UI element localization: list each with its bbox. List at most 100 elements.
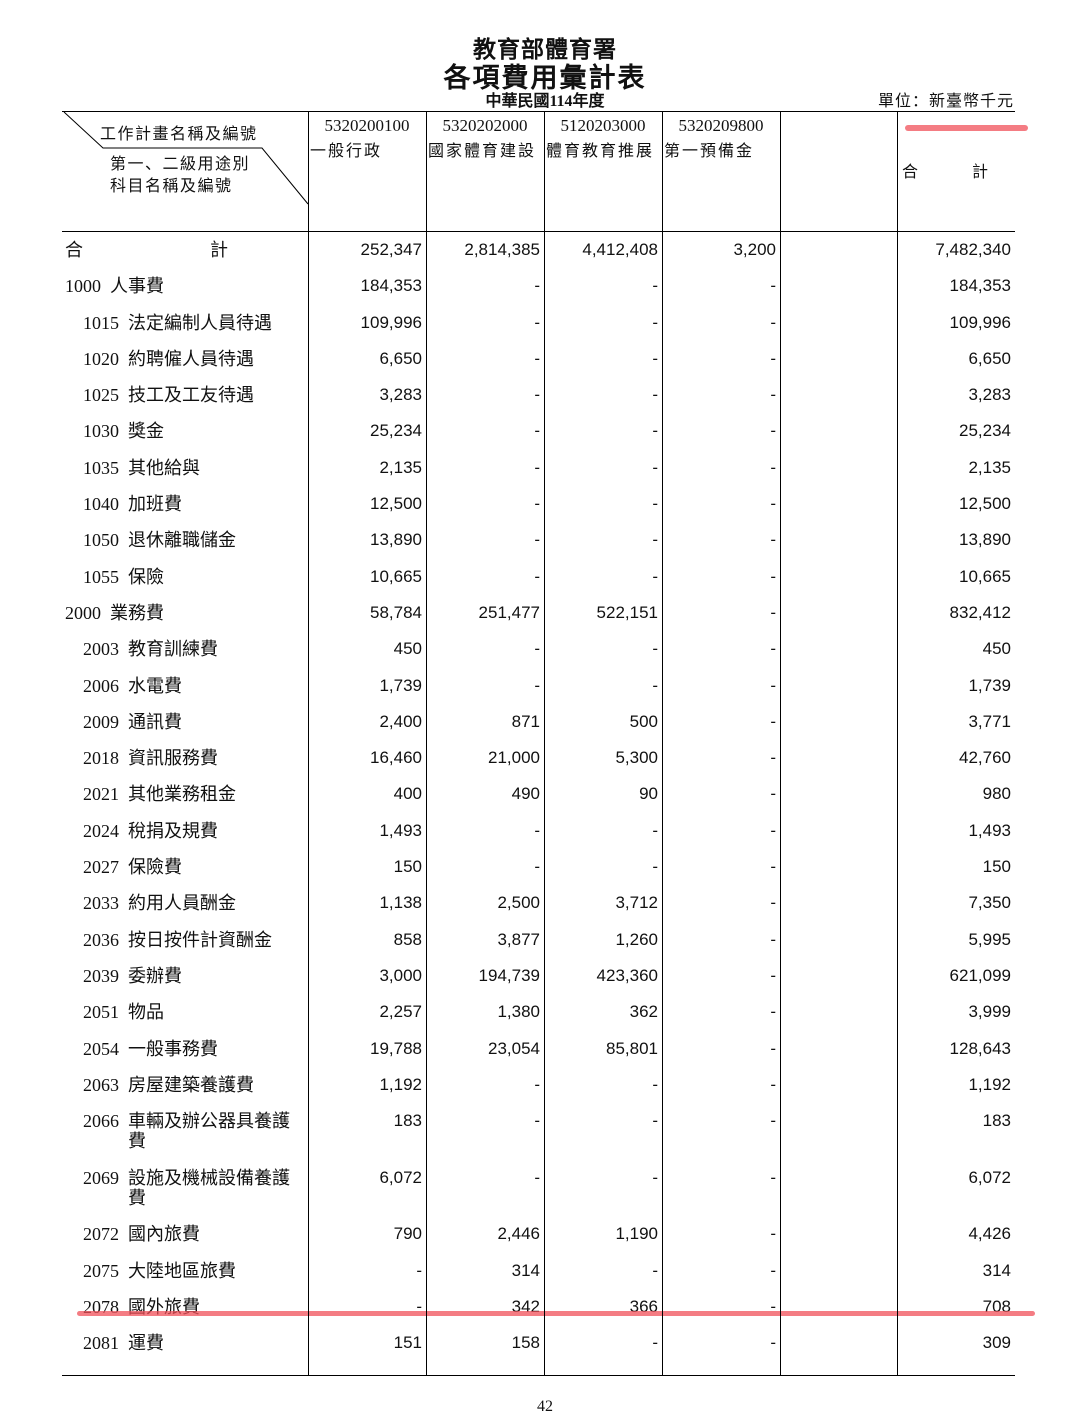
cell-value: 309 [982,1333,1011,1353]
cell-value: - [652,1111,658,1131]
cell-value: - [534,820,540,840]
row-code: 2033 [83,893,119,914]
cell-value: - [652,1260,658,1280]
row-code: 1020 [83,348,119,369]
row-code: 1030 [83,421,119,442]
row-name: 房屋建築養護費 [128,1075,298,1095]
cell-value: 6,072 [379,1167,422,1187]
cell-value: 858 [393,929,422,949]
cell-value: 2,135 [968,457,1011,477]
table-row: 1035 其他給與 2,135 - - - 2,135 [62,450,1015,486]
cell-value: 21,000 [488,748,540,768]
cell-value: - [534,530,540,550]
row-name: 大陸地區旅費 [128,1261,298,1281]
row-name-text: 物品 [128,1002,164,1023]
row-name-text: 稅捐及規費 [128,820,218,841]
cell-value: - [534,421,540,441]
table-row: 1040 加班費 12,500 - - - 12,500 [62,486,1015,522]
cell-value: 183 [982,1111,1011,1131]
cell-value: 314 [511,1260,540,1280]
cell-value: - [770,1074,776,1094]
row-name: 通訊費 [128,712,298,732]
table-row: 2003 教育訓練費 450 - - - 450 [62,631,1015,667]
cell-value: 1,380 [497,1002,540,1022]
row-code: 2024 [83,820,119,841]
row-name-text: 退休離職儲金 [128,530,236,551]
row-code: 2039 [83,965,119,986]
cell-value: 2,257 [379,1002,422,1022]
row-code: 1040 [83,494,119,515]
cell-value: 13,890 [370,530,422,550]
cell-value: 42,760 [959,748,1011,768]
cell-value: - [652,530,658,550]
cell-value: 5,300 [615,748,658,768]
table-row: 2051 物品 2,257 1,380 362 - 3,999 [62,994,1015,1030]
row-name-text: 法定編制人員待遇 [128,312,272,333]
cell-value: - [534,348,540,368]
cell-value: 25,234 [959,421,1011,441]
column-code: 5320209800 [678,116,764,135]
cell-value: - [770,1260,776,1280]
cell-value: 2,500 [497,893,540,913]
row-name: 委辦費 [128,966,298,986]
row-name: 退休離職儲金 [128,530,298,550]
row-name-text: 業務費 [110,602,164,623]
row-name-text: 房屋建築養護費 [128,1074,254,1095]
cell-value: 490 [511,784,540,804]
cell-value: 6,072 [968,1167,1011,1187]
row-name-text: 保險 [128,566,164,587]
cell-value: 2,135 [379,457,422,477]
cell-value: - [534,312,540,332]
cell-value: 2,814,385 [464,240,540,259]
page-number: 42 [537,1398,553,1415]
cell-value: - [652,857,658,877]
cell-value: 3,200 [733,240,776,259]
cell-value: 12,500 [959,494,1011,514]
cell-value: - [770,312,776,332]
cell-value: 423,360 [596,965,658,985]
cell-value: - [770,348,776,368]
column-rule [662,111,663,1375]
cell-value: - [652,421,658,441]
cell-value: - [652,675,658,695]
cell-value: - [770,965,776,985]
cell-value: - [770,602,776,622]
cell-value: - [770,494,776,514]
cell-value: - [770,857,776,877]
cell-value: 5,995 [968,929,1011,949]
cell-value: 128,643 [949,1038,1011,1058]
cell-value: - [652,1167,658,1187]
column-name: 一般行政 [310,143,383,160]
row-code: 2000 [65,602,101,623]
table-row: 2078 國外旅費 -342 366-708 [62,1289,1015,1325]
cell-value: - [652,385,658,405]
cell-value: 109,996 [949,312,1011,332]
org-title: 教育部體育署 [473,37,617,62]
row-name-text: 運費 [128,1333,164,1354]
table-row: 2072 國內旅費 790 2,446 1,190 - 4,426 [62,1216,1015,1252]
cell-value: 3,283 [968,385,1011,405]
row-name-text: 資訊服務費 [128,748,218,769]
row-name: 車輛及辦公器具養護費 [128,1111,298,1152]
row-name: 加班費 [128,494,298,514]
table-row: 合計 252,347 2,814,385 4,412,408 3,200 7,482,34… [62,232,1015,268]
cell-value: - [770,1224,776,1244]
cell-value: 158 [511,1333,540,1353]
column-rule [308,111,309,1375]
table-row: 2033 約用人員酬金 1,138 2,500 3,712 - 7,350 [62,885,1015,921]
cell-value: - [770,385,776,405]
table-row: 1015 法定編制人員待遇 109,996 - - - 109,996 [62,305,1015,341]
cell-value: 13,890 [959,530,1011,550]
cell-value: - [770,1002,776,1022]
highlight-mark [77,1311,1035,1316]
cell-value: - [652,457,658,477]
table-row: 1030 獎金 25,234 - - - 25,234 [62,413,1015,449]
row-code: 2021 [83,784,119,805]
row-name-text: 車輛及辦公器具養護費 [128,1111,290,1152]
row-name-text: 獎金 [128,421,164,442]
row-name-text: 加班費 [128,494,182,515]
year: 中華民國114年度 [485,93,605,110]
row-name: 保險 [128,567,298,587]
cell-value: - [770,1167,776,1187]
